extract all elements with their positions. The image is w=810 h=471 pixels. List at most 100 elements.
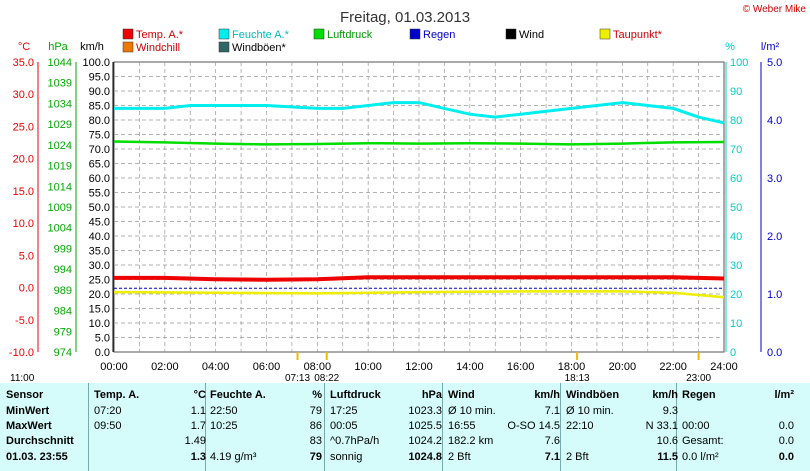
humidity-tick: 60 [730, 173, 742, 185]
temp-tick: 25.0 [13, 121, 34, 133]
pressure-tick: 979 [54, 326, 72, 338]
legend-label: Taupunkt* [613, 29, 663, 41]
table-header: Luftdruck [330, 389, 381, 401]
humidity-tick: 80 [730, 115, 742, 127]
table-value: 0.0 [778, 435, 794, 447]
table-cell: 00:05 [330, 420, 358, 432]
wind-tick: 45.0 [89, 217, 110, 229]
x-tick: 10:00 [354, 361, 382, 373]
wind-tick: 80.0 [89, 115, 110, 127]
table-cell: 00:00 [682, 420, 710, 432]
legend: Temp. A.* Feuchte A.* Luftdruck Regen Wind Ta… [122, 28, 663, 54]
table-value: 1.3 [190, 451, 206, 463]
humidity-tick: 10 [730, 318, 742, 330]
temp-tick: 5.0 [19, 250, 34, 262]
temp-tick: -10.0 [9, 347, 34, 359]
wind-tick: 30.0 [89, 260, 110, 272]
table-value: 1024.8 [408, 451, 442, 463]
humidity-unit: % [725, 41, 735, 53]
credit-text: © Weber Mike [743, 4, 807, 15]
pressure-tick: 1029 [48, 119, 72, 131]
pressure-tick: 1019 [48, 161, 72, 173]
time-marker: 07:13 [285, 373, 310, 383]
x-tick: 22:00 [659, 361, 687, 373]
table-cell: 22:10 [566, 420, 594, 432]
humidity-tick: 100 [730, 57, 748, 69]
pressure-tick: 999 [54, 243, 72, 255]
x-tick: 08:00 [304, 361, 332, 373]
time-marker: 18:13 [565, 373, 590, 383]
table-cell: 0.0 l/m² [682, 451, 719, 463]
wind-tick: 70.0 [89, 144, 110, 156]
wind-tick: 5.0 [95, 333, 110, 345]
plot-area [113, 101, 725, 299]
rain-unit: l/m² [761, 41, 780, 53]
temp-tick: 30.0 [13, 89, 34, 101]
wind-tick: 95.0 [89, 72, 110, 84]
table-divider [560, 383, 561, 471]
table-cell: sonnig [330, 451, 363, 463]
time-marker: 08:22 [314, 373, 339, 383]
table-value: O-SO 14.5 [507, 420, 560, 432]
x-tick: 18:00 [558, 361, 586, 373]
rain-tick: 1.0 [767, 289, 782, 301]
temp-tick: 35.0 [13, 57, 34, 69]
legend-label: Feuchte A.* [232, 29, 290, 41]
axes: 35.0 30.0 25.0 20.0 15.0 10.0 5.0 0.0 -5.0 -10.0 °… [9, 41, 782, 383]
table-cell: 2 Bft [566, 451, 589, 463]
table-header-unit: km/h [652, 389, 678, 401]
table-header-unit: hPa [421, 389, 442, 401]
table-value: N 33.1 [645, 420, 678, 432]
table-value: 11.5 [657, 451, 678, 463]
legend-swatch [409, 28, 421, 40]
pressure-tick: 989 [54, 285, 72, 297]
table-divider [676, 383, 677, 471]
table-value: 7.1 [544, 405, 560, 417]
x-tick: 02:00 [151, 361, 179, 373]
wind-unit: km/h [80, 41, 104, 53]
table-cell: 10:25 [210, 420, 238, 432]
chart-title: Freitag, 01.03.2013 [340, 9, 470, 26]
x-tick: 00:00 [100, 361, 128, 373]
wind-tick: 20.0 [89, 289, 110, 301]
summary-table: Sensor Temp. A. °C Feuchte A.% Luftdruck hPa W… [0, 383, 810, 471]
humidity-tick: 20 [730, 289, 742, 301]
pressure-tick: 1009 [48, 202, 72, 214]
time-marker: 11:00 [10, 373, 35, 383]
pressure-line [113, 140, 725, 146]
temp-tick: 15.0 [13, 186, 34, 198]
legend-label: Regen [423, 29, 455, 41]
humidity-line [114, 101, 725, 125]
rain-tick: 4.0 [767, 115, 782, 127]
humidity-tick: 40 [730, 231, 742, 243]
legend-label: Temp. A.* [136, 29, 184, 41]
x-tick: 12:00 [405, 361, 433, 373]
wind-tick: 75.0 [89, 130, 110, 142]
table-row-label: MinWert [6, 405, 50, 417]
table-header-unit: l/m² [774, 389, 794, 401]
x-tick: 24:00 [710, 361, 738, 373]
table-value: 1025.5 [408, 420, 442, 432]
table-cell: 07:20 [94, 405, 122, 417]
table-cell: ^0.7hPa/h [330, 435, 380, 447]
table-cell: 17:25 [330, 405, 358, 417]
legend-swatch [218, 28, 230, 40]
wind-tick: 15.0 [89, 304, 110, 316]
temp-tick: 10.0 [13, 218, 34, 230]
x-tick: 20:00 [609, 361, 637, 373]
table-cell: 22:50 [210, 405, 238, 417]
table-value: 9.3 [662, 405, 678, 417]
pressure-tick: 1014 [48, 181, 72, 193]
table-header: Temp. A. [94, 389, 140, 401]
humidity-tick: 0 [730, 347, 736, 359]
table-value: 0.0 [778, 451, 794, 463]
pressure-tick: 1024 [48, 140, 72, 152]
wind-tick: 25.0 [89, 275, 110, 287]
pressure-tick: 994 [54, 264, 72, 276]
table-value: 79 [309, 405, 322, 417]
rain-tick: 2.0 [767, 231, 782, 243]
humidity-tick: 30 [730, 260, 742, 272]
table-value: 1.1 [190, 405, 206, 417]
humidity-tick: 90 [730, 86, 742, 98]
table-row-label: 01.03. 23:55 [6, 451, 68, 463]
